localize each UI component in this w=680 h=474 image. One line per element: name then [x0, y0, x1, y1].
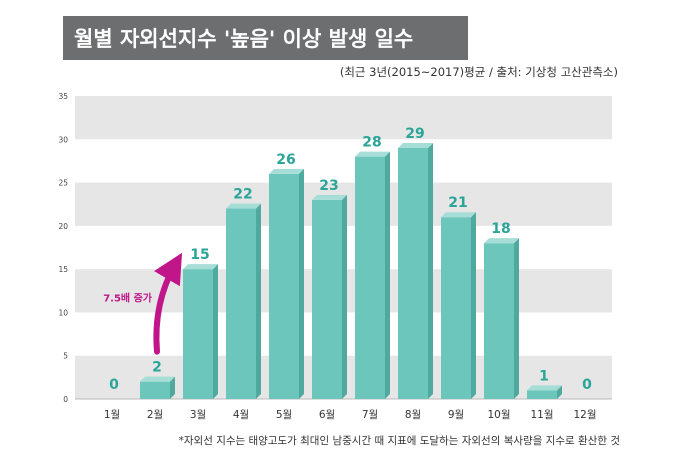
bar-side [385, 151, 390, 399]
bar-side [428, 142, 433, 399]
data-label: 22 [233, 187, 252, 203]
bar-top [527, 385, 562, 391]
bar-side [170, 376, 175, 399]
x-tick-label: 5월 [276, 409, 292, 421]
chart-title: 월별 자외선지수 '높음' 이상 발생 일수 [74, 27, 414, 51]
footnote: *자외선 지수는 태양고도가 최대인 남중시간 때 지표에 도달하는 자외선의 … [178, 435, 620, 447]
bar [140, 381, 170, 399]
x-tick-label: 11월 [530, 409, 553, 421]
bar-top [312, 194, 347, 200]
data-label: 0 [582, 377, 592, 393]
y-tick-label: 35 [58, 92, 68, 101]
bar-side [342, 194, 347, 399]
bar-top [226, 203, 261, 209]
y-tick-label: 10 [58, 308, 68, 317]
bar-top [398, 142, 433, 148]
bar-side [471, 212, 476, 399]
x-tick-label: 8월 [405, 409, 421, 421]
bar [441, 217, 471, 399]
data-label: 2 [152, 360, 162, 376]
data-label: 0 [109, 377, 119, 393]
bar-side [256, 203, 261, 399]
y-tick-label: 5 [63, 352, 68, 361]
data-label: 23 [319, 178, 338, 194]
data-label: 21 [448, 195, 467, 211]
x-tick-label: 1월 [104, 409, 120, 421]
increase-arrow [153, 252, 183, 355]
bar-top [183, 264, 218, 270]
bar [226, 208, 256, 399]
bar-side [557, 385, 562, 399]
bar-side [514, 238, 519, 399]
data-label: 1 [539, 368, 549, 384]
bar [398, 147, 428, 399]
bar [269, 173, 299, 399]
y-tick-label: 20 [58, 222, 68, 231]
title-bar [63, 16, 468, 60]
bar [527, 390, 557, 399]
x-tick-label: 12월 [573, 409, 596, 421]
x-tick-label: 3월 [190, 409, 206, 421]
bar-top [355, 151, 390, 157]
x-tick-label: 4월 [233, 409, 249, 421]
bar [183, 269, 213, 399]
bar [484, 243, 514, 399]
bar-top [484, 238, 519, 244]
x-tick-label: 7월 [362, 409, 378, 421]
data-label: 26 [276, 152, 295, 168]
y-tick-label: 25 [58, 179, 68, 188]
grid-band [75, 96, 612, 140]
x-tick-label: 6월 [319, 409, 335, 421]
bar [355, 156, 385, 399]
annotation-label: 7.5배 증가 [103, 291, 153, 304]
bar-top [140, 376, 175, 382]
x-tick-label: 2월 [147, 409, 163, 421]
y-tick-label: 30 [58, 135, 68, 144]
x-tick-label: 9월 [448, 409, 464, 421]
bar-side [299, 168, 304, 399]
bar [312, 199, 342, 399]
chart-subtitle: (최근 3년(2015~2017)평균 / 출처: 기상청 고산관측소) [339, 65, 618, 79]
data-label: 28 [362, 135, 381, 151]
data-label: 18 [491, 221, 510, 237]
bar-top [269, 168, 304, 174]
bar-side [213, 264, 218, 399]
x-tick-label: 10월 [487, 409, 510, 421]
data-label: 29 [405, 126, 424, 142]
data-label: 15 [190, 247, 209, 263]
y-tick-label: 15 [58, 265, 68, 274]
y-tick-label: 0 [63, 395, 68, 404]
bar-top [441, 212, 476, 218]
